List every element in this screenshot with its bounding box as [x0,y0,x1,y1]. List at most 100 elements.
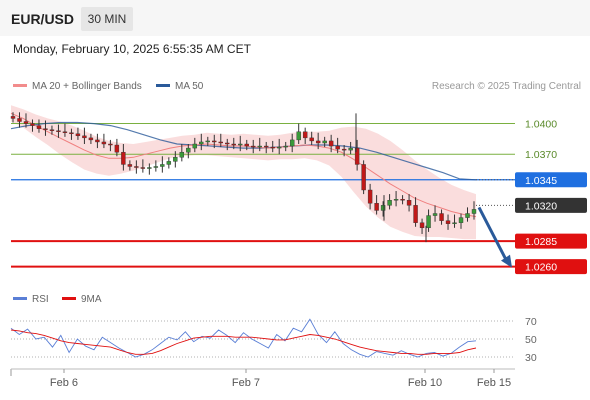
candle-body [114,144,120,153]
candle-body [341,148,347,151]
candle-body [101,141,107,145]
candle-body [121,151,126,165]
level-tag-1-0320 [515,197,587,213]
legend-ma50-label: MA 50 [175,81,204,92]
legend-9ma-label: 9MA [81,294,102,305]
candle-body [471,209,477,214]
level-tag-1-0260 [515,259,587,275]
candle-body [257,145,262,148]
legend-ma50: MA 50 [156,81,203,92]
rsi-tick-label-70: 70 [525,316,537,328]
x-axis-label: Feb 6 [50,377,78,389]
candle-body [406,200,412,206]
candle-body [426,215,431,229]
candle-body [108,143,113,146]
candle-body [387,200,392,206]
rsi-line [10,318,477,358]
rsi-9ma-line [10,329,477,355]
level-tag-1-0285 [515,233,587,249]
candle-body [452,222,457,224]
candle-body [445,220,451,224]
candle-body [432,213,438,216]
timeframe-button[interactable]: 30 MIN [81,7,133,31]
level-label-1-0345: 1.0345 [525,175,557,187]
legend-ma20-label: MA 20 + Bollinger Bands [32,81,142,92]
copyright-text: Research © 2025 Trading Central [431,81,581,92]
candle-body [199,141,204,145]
level-tag-1-0345 [515,172,587,188]
candle-body [49,129,55,131]
candle-body [348,147,353,151]
candle-body [147,167,152,169]
candle-body [315,140,321,144]
level-label-1-0370: 1.0370 [525,149,557,161]
candle-body [277,146,282,149]
legend-9ma: 9MA [62,294,102,305]
legend-rsi: RSI [13,294,49,305]
candle-body [458,217,464,223]
rsi-swatch [13,296,27,300]
candle-body [23,121,29,124]
candle-body [17,118,22,122]
candle-body [88,137,94,141]
candle-body [302,131,308,139]
candle-body [270,146,275,149]
candle-body [179,151,185,158]
candle-body [264,145,269,148]
candle-body [367,189,373,204]
ma20-line [10,112,477,218]
legend-ma20-bollinger: MA 20 + Bollinger Bands [13,81,142,92]
candle-body [231,143,236,146]
level-label-1-0285: 1.0285 [525,236,557,248]
candle-body [380,205,386,211]
candle-body [43,128,48,130]
candle-body [393,198,399,201]
candle-body [75,133,81,137]
candle-body [322,140,327,144]
candle-body [186,147,191,153]
candle-body [465,213,470,218]
symbol-title: EUR/USD [11,11,75,27]
candle-body [140,167,146,169]
ma50-swatch [156,83,170,87]
rsi-tick-label-30: 30 [525,352,537,364]
top-toolbar: EUR/USD 30 MIN [0,0,590,36]
candle-body [238,143,243,146]
candle-body [296,131,301,141]
rsi-tick-label-50: 50 [525,334,537,346]
candle-body [153,166,159,168]
bollinger-band-area [11,105,476,240]
candle-body [30,123,35,126]
candle-body [10,116,16,119]
candle-body [400,198,405,201]
candle-body [419,222,425,229]
candle-body [361,164,366,191]
candle-body [82,135,87,139]
x-axis-label: Feb 7 [232,377,260,389]
candle-body [413,205,418,223]
candle-body [225,142,230,145]
candle-body [134,166,139,168]
candle-body [354,147,360,165]
candle-body [289,139,295,147]
forecast-arrow-head [501,254,512,268]
x-axis-label: Feb 15 [477,377,511,389]
candle-body [374,203,379,211]
level-label-1-0320: 1.0320 [525,200,557,212]
ma50-line [10,121,477,181]
candle-body [166,161,172,165]
candle-body [251,145,256,148]
x-axis-label: Feb 10 [408,377,442,389]
candle-body [173,157,178,162]
level-label-1-0400: 1.0400 [525,119,557,131]
candle-body [192,143,198,149]
forecast-arrow-line [477,206,508,261]
level-label-1-0260: 1.0260 [525,262,557,274]
legend-rsi-label: RSI [32,294,49,305]
candle-body [36,125,42,129]
candle-body [62,131,68,133]
candle-body [127,164,133,167]
candle-body [56,130,61,132]
candle-body [69,132,74,134]
